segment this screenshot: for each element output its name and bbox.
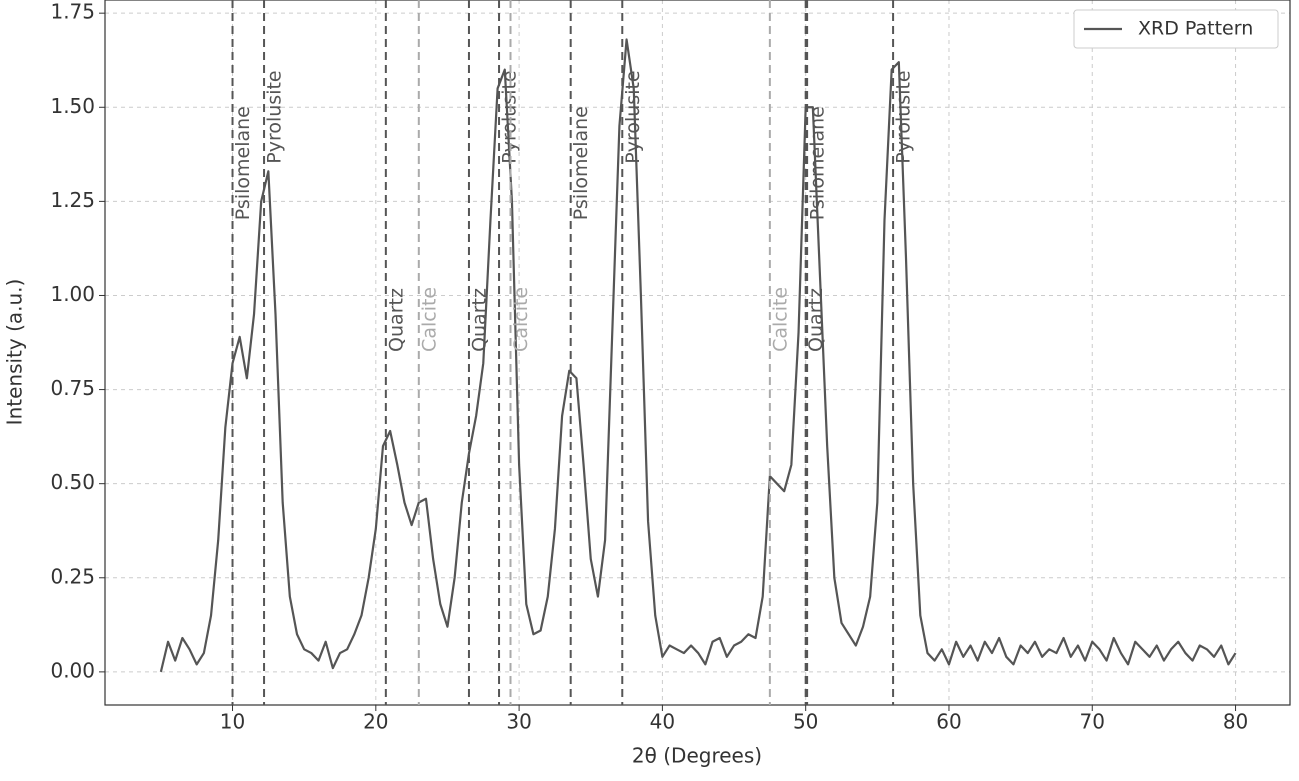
plot-frame — [104, 0, 1291, 706]
y-tick-label: 1.25 — [50, 188, 95, 212]
x-axis-label: 2θ (Degrees) — [632, 744, 762, 768]
reference-label: Psilomelane — [232, 106, 254, 220]
y-tick-label: 1.00 — [50, 282, 95, 306]
x-tick-label: 40 — [650, 710, 675, 734]
y-tick-label: 0.50 — [50, 470, 95, 494]
legend-label: XRD Pattern — [1138, 18, 1253, 40]
reference-label: Quartz — [468, 288, 490, 352]
reference-label: Psilomelane — [570, 106, 592, 220]
x-tick-label: 50 — [793, 710, 818, 734]
reference-label: Calcite — [769, 287, 791, 352]
x-tick-label: 20 — [363, 710, 388, 734]
reference-label: Calcite — [510, 287, 532, 352]
x-tick-label: 80 — [1223, 710, 1248, 734]
x-tick-label: 60 — [936, 710, 961, 734]
y-tick-label: 0.75 — [50, 376, 95, 400]
data-line — [159, 38, 1237, 673]
x-tick-label: 30 — [506, 710, 531, 734]
reference-label: Psilomelane — [807, 106, 829, 220]
x-tick-label: 70 — [1080, 710, 1105, 734]
reference-label: Calcite — [418, 287, 440, 352]
legend-box — [1073, 9, 1279, 49]
reference-label: Pyrolusite — [893, 70, 915, 163]
y-tick-label: 0.00 — [50, 658, 95, 682]
y-tick-label: 1.50 — [50, 94, 95, 118]
reference-label: Quartz — [385, 288, 407, 352]
reference-label: Quartz — [805, 288, 827, 352]
reference-label: Pyrolusite — [264, 70, 286, 163]
y-axis-label: Intensity (a.u.) — [3, 279, 27, 426]
y-tick-label: 1.75 — [50, 0, 95, 24]
y-tick-label: 0.25 — [50, 564, 95, 588]
x-tick-label: 10 — [220, 710, 245, 734]
reference-label: Pyrolusite — [622, 70, 644, 163]
legend: XRD Pattern — [1073, 9, 1279, 49]
